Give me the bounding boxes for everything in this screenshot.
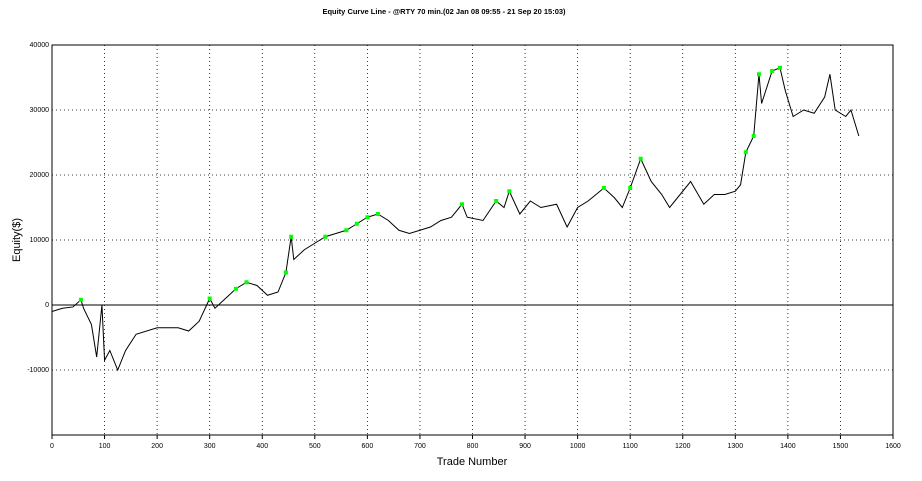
y-tick-label: 30000 <box>30 107 50 114</box>
y-tick-label: 20000 <box>30 172 50 179</box>
y-tick-label: 0 <box>45 302 49 309</box>
new-high-marker <box>375 212 380 216</box>
y-tick-label: -10000 <box>27 367 49 374</box>
equity-line <box>51 67 860 372</box>
new-high-marker <box>344 228 349 233</box>
new-high-marker <box>365 215 370 220</box>
new-high-marker <box>244 280 249 285</box>
x-tick-label: 1500 <box>833 443 849 450</box>
new-high-marker <box>777 65 782 70</box>
y-tick-label: 10000 <box>30 237 50 244</box>
new-high-marker <box>494 199 499 203</box>
new-high-marker <box>601 186 606 190</box>
y-axis-label: Equity($) <box>11 218 23 262</box>
new-high-marker <box>323 234 328 239</box>
new-high-marker <box>628 186 633 190</box>
x-tick-label: 700 <box>414 443 426 450</box>
x-tick-label: 500 <box>309 443 321 450</box>
chart-title: Equity Curve Line - @RTY 70 min.(02 Jan … <box>322 7 566 16</box>
x-tick-label: 800 <box>467 443 479 450</box>
new-high-marker <box>751 134 756 138</box>
x-axis-label: Trade Number <box>437 456 508 468</box>
x-tick-label: 200 <box>151 443 163 450</box>
x-tick-label: 1600 <box>885 443 901 450</box>
new-high-marker <box>507 189 512 194</box>
new-high-marker <box>207 296 212 301</box>
new-high-marker <box>354 221 359 226</box>
x-tick-label: 1100 <box>623 443 638 450</box>
new-high-marker <box>459 202 464 207</box>
new-high-marker <box>233 286 238 291</box>
new-high-marker <box>78 297 83 302</box>
new-high-marker <box>638 156 643 161</box>
x-tick-label: 1200 <box>675 443 691 450</box>
x-tick-label: 400 <box>256 443 268 450</box>
x-tick-label: 900 <box>519 443 531 450</box>
x-tick-label: 1400 <box>780 443 796 450</box>
plot-frame <box>51 44 894 436</box>
x-tick-label: 100 <box>99 443 111 450</box>
new-high-marker <box>289 234 294 239</box>
x-tick-label: 600 <box>362 443 374 450</box>
new-high-marker <box>743 150 748 155</box>
x-tick-label: 0 <box>50 443 54 450</box>
x-tick-label: 300 <box>204 443 216 450</box>
x-tick-label: 1000 <box>570 443 586 450</box>
new-high-marker <box>756 72 761 77</box>
y-tick-label: 40000 <box>30 42 50 49</box>
new-high-marker <box>283 270 288 275</box>
x-tick-label: 1300 <box>728 443 744 450</box>
new-high-marker <box>770 69 775 73</box>
